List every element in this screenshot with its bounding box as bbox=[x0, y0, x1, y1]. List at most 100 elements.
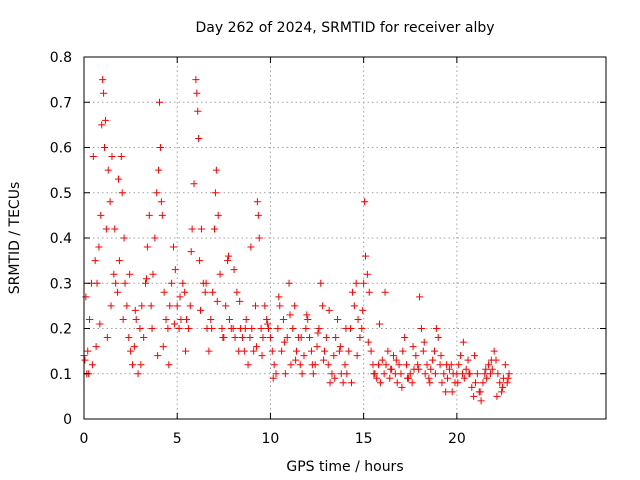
data-point bbox=[81, 356, 89, 364]
data-point bbox=[195, 134, 203, 142]
data-point bbox=[432, 325, 440, 332]
x-axis-label: GPS time / hours bbox=[286, 459, 403, 475]
data-point bbox=[111, 225, 119, 233]
data-point bbox=[136, 325, 144, 332]
data-point bbox=[274, 325, 282, 332]
data-point bbox=[96, 320, 104, 328]
data-point bbox=[92, 343, 100, 351]
data-point bbox=[270, 361, 278, 369]
data-point bbox=[263, 315, 271, 323]
data-point bbox=[145, 211, 153, 219]
data-point bbox=[192, 76, 200, 84]
data-point bbox=[353, 352, 361, 360]
data-point bbox=[162, 315, 170, 323]
data-point bbox=[86, 315, 94, 323]
data-point bbox=[331, 374, 339, 382]
data-point bbox=[392, 356, 400, 364]
data-point bbox=[131, 306, 139, 314]
data-point bbox=[244, 361, 252, 369]
data-point bbox=[160, 288, 168, 296]
data-point bbox=[494, 370, 502, 378]
data-point bbox=[154, 352, 162, 360]
data-point bbox=[110, 270, 118, 278]
data-point bbox=[279, 315, 287, 323]
data-point bbox=[224, 252, 232, 260]
data-point bbox=[95, 243, 103, 251]
data-point bbox=[343, 370, 351, 378]
data-point bbox=[118, 189, 126, 197]
data-point bbox=[209, 288, 217, 296]
data-point bbox=[403, 361, 411, 369]
data-point bbox=[335, 347, 343, 355]
data-point bbox=[483, 374, 491, 382]
data-point bbox=[281, 370, 289, 378]
data-point bbox=[186, 302, 194, 310]
data-point bbox=[159, 343, 167, 351]
y-tick-label: 0.1 bbox=[50, 367, 72, 383]
data-point bbox=[219, 334, 227, 342]
data-point bbox=[173, 302, 181, 310]
data-point bbox=[440, 370, 448, 378]
data-point bbox=[132, 315, 140, 323]
data-point bbox=[348, 379, 356, 387]
data-point bbox=[434, 334, 442, 342]
data-point bbox=[266, 334, 274, 342]
data-point bbox=[216, 270, 224, 278]
data-point bbox=[425, 374, 433, 382]
data-point bbox=[128, 361, 136, 369]
data-point bbox=[103, 334, 111, 342]
data-point bbox=[304, 315, 312, 323]
data-point bbox=[197, 225, 205, 233]
data-point bbox=[108, 153, 116, 161]
data-point bbox=[444, 374, 452, 382]
data-point bbox=[336, 343, 344, 351]
data-point bbox=[378, 356, 386, 364]
data-point bbox=[171, 266, 179, 274]
data-point bbox=[420, 338, 428, 346]
data-point bbox=[464, 356, 472, 364]
data-point bbox=[381, 288, 389, 296]
data-point bbox=[184, 325, 192, 332]
data-point bbox=[309, 370, 317, 378]
data-point bbox=[264, 320, 272, 328]
data-point bbox=[179, 279, 187, 287]
data-point bbox=[120, 234, 128, 242]
data-point bbox=[395, 361, 403, 369]
data-point bbox=[387, 365, 395, 373]
data-point bbox=[142, 275, 150, 283]
data-point bbox=[205, 347, 213, 355]
data-point bbox=[419, 347, 427, 355]
x-tick-label: 0 bbox=[80, 431, 89, 447]
data-point bbox=[505, 370, 513, 378]
data-point bbox=[445, 365, 453, 373]
data-point bbox=[252, 302, 260, 310]
data-point bbox=[503, 379, 511, 387]
data-point bbox=[97, 211, 105, 219]
data-point bbox=[142, 279, 150, 287]
data-point bbox=[261, 302, 269, 310]
data-point bbox=[247, 243, 255, 251]
data-point bbox=[376, 379, 384, 387]
data-point bbox=[276, 302, 284, 310]
data-point bbox=[361, 198, 369, 206]
data-point bbox=[406, 370, 414, 378]
data-point bbox=[476, 388, 484, 396]
data-point bbox=[306, 334, 314, 342]
data-point bbox=[183, 315, 191, 323]
data-point bbox=[488, 365, 496, 373]
data-point bbox=[197, 306, 205, 314]
data-point bbox=[253, 198, 261, 206]
data-point bbox=[240, 347, 248, 355]
data-point bbox=[165, 361, 173, 369]
data-point bbox=[201, 288, 209, 296]
data-point bbox=[360, 279, 368, 287]
data-point bbox=[472, 379, 479, 387]
data-point bbox=[147, 302, 155, 310]
x-tick-labels: 0 5 10 15 20 bbox=[80, 431, 466, 447]
data-point bbox=[389, 352, 397, 360]
data-point bbox=[117, 153, 125, 161]
data-point bbox=[242, 315, 250, 323]
data-point bbox=[458, 370, 466, 378]
data-point bbox=[143, 243, 151, 251]
data-point bbox=[442, 388, 450, 396]
